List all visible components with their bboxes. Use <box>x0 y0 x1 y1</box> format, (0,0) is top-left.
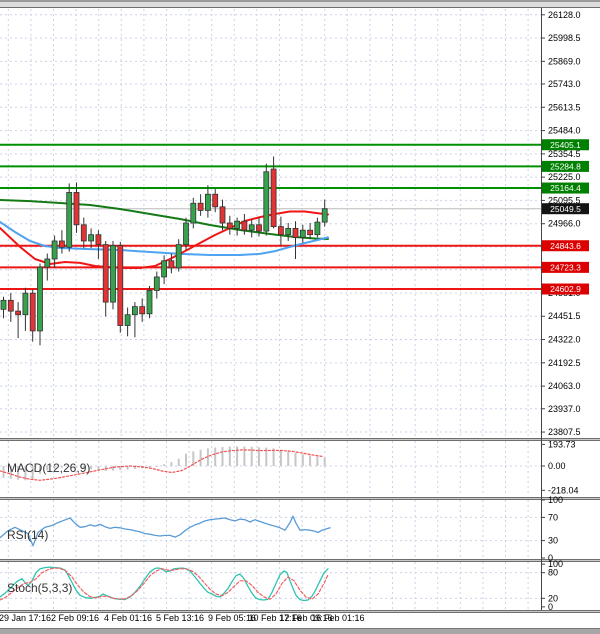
candles-layer <box>0 156 328 346</box>
svg-text:20: 20 <box>548 593 558 603</box>
svg-text:0: 0 <box>548 553 553 563</box>
svg-text:25869.0: 25869.0 <box>548 56 581 66</box>
svg-text:5 Feb 13:16: 5 Feb 13:16 <box>156 613 204 623</box>
price-badges: 25405.1 25284.8 25164.4 25049.5 24843.6 24723… <box>542 139 589 295</box>
svg-text:24322.0: 24322.0 <box>548 335 581 345</box>
svg-text:25405.1: 25405.1 <box>550 140 581 150</box>
value-axis[interactable]: 26128.0 25998.5 25869.0 25743.0 25613.5 25484… <box>541 8 581 612</box>
svg-text:25998.5: 25998.5 <box>548 33 581 43</box>
svg-text:24192.5: 24192.5 <box>548 358 581 368</box>
stoch-layer <box>0 566 329 602</box>
svg-text:30: 30 <box>548 536 558 546</box>
svg-text:25164.4: 25164.4 <box>550 183 581 193</box>
rsi-layer <box>0 515 331 547</box>
grid-layer <box>0 9 541 609</box>
rsi-indicator-label: RSI(14) <box>7 528 49 542</box>
svg-text:24451.5: 24451.5 <box>548 311 581 321</box>
svg-text:4 Feb 01:16: 4 Feb 01:16 <box>104 613 152 623</box>
svg-text:100: 100 <box>548 495 563 505</box>
svg-text:25284.8: 25284.8 <box>550 162 581 172</box>
pane-separators <box>0 438 600 613</box>
svg-text:0.00: 0.00 <box>548 461 566 471</box>
svg-text:12 Feb 09:16: 12 Feb 09:16 <box>279 613 332 623</box>
window-top-edge <box>0 0 600 8</box>
svg-text:10 Feb 17:16: 10 Feb 17:16 <box>248 613 301 623</box>
svg-text:-218.04: -218.04 <box>548 485 579 495</box>
svg-text:24843.6: 24843.6 <box>550 241 581 251</box>
svg-text:9 Feb 05:16: 9 Feb 05:16 <box>208 613 256 623</box>
svg-text:80: 80 <box>548 568 558 578</box>
svg-text:26128.0: 26128.0 <box>548 10 581 20</box>
svg-text:23807.5: 23807.5 <box>548 427 581 437</box>
svg-text:0: 0 <box>548 602 553 612</box>
stoch-indicator-label: Stoch(5,3,3) <box>7 581 73 595</box>
svg-text:24602.9: 24602.9 <box>550 284 581 294</box>
svg-text:16 Feb 01:16: 16 Feb 01:16 <box>311 613 364 623</box>
macd-layer <box>0 446 326 481</box>
price-levels-layer <box>0 143 541 291</box>
svg-text:25484.0: 25484.0 <box>548 126 581 136</box>
svg-text:25049.5: 25049.5 <box>550 204 581 214</box>
svg-text:193.73: 193.73 <box>548 439 576 449</box>
svg-text:24966.0: 24966.0 <box>548 219 581 229</box>
svg-text:100: 100 <box>548 559 563 569</box>
svg-text:25095.5: 25095.5 <box>548 195 581 205</box>
svg-text:25354.5: 25354.5 <box>548 149 581 159</box>
time-axis[interactable]: 29 Jan 17:16 2 Feb 09:16 4 Feb 01:16 5 Feb … <box>0 613 365 623</box>
window-bottom-edge <box>0 628 600 634</box>
svg-text:24063.0: 24063.0 <box>548 381 581 391</box>
svg-text:25743.0: 25743.0 <box>548 79 581 89</box>
macd-indicator-label: MACD(12,26,9) <box>7 461 91 475</box>
svg-text:24723.3: 24723.3 <box>550 263 581 273</box>
svg-text:23937.0: 23937.0 <box>548 404 581 414</box>
svg-text:70: 70 <box>548 512 558 522</box>
svg-text:25613.5: 25613.5 <box>548 102 581 112</box>
svg-text:25225.0: 25225.0 <box>548 172 581 182</box>
svg-text:2 Feb 09:16: 2 Feb 09:16 <box>51 613 99 623</box>
svg-text:29 Jan 17:16: 29 Jan 17:16 <box>0 613 51 623</box>
